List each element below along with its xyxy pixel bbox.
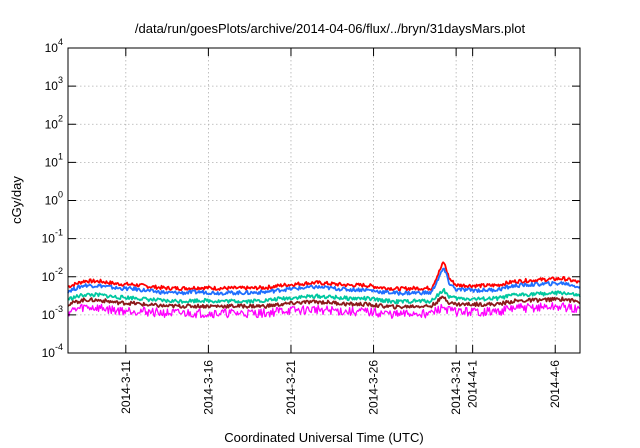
y-tick-label: 101 — [45, 151, 63, 169]
y-tick-label: 103 — [45, 75, 63, 93]
x-tick-label: 2014-3-11 — [119, 360, 133, 414]
y-tick-labels: 10-4 10-3 10-2 10-1 100 101 102 103 104 — [42, 37, 63, 360]
x-tick-label: 2014-3-26 — [367, 360, 381, 415]
y-tick-label: 10-1 — [42, 228, 63, 246]
y-tick-label: 10-2 — [42, 266, 63, 284]
y-tick-label: 10-3 — [42, 304, 63, 322]
x-tick-label: 2014-4-6 — [548, 360, 562, 408]
y-tick-label: 102 — [45, 113, 63, 131]
x-tick-labels: 2014-3-11 2014-3-16 2014-3-21 2014-3-26 2014… — [119, 360, 562, 415]
y-tick-label: 104 — [45, 37, 63, 55]
x-tick-label: 2014-3-21 — [284, 360, 298, 415]
plot-frame — [67, 47, 581, 354]
series-line — [67, 267, 581, 296]
chart-title: /data/run/goesPlots/archive/2014-04-06/f… — [135, 21, 526, 36]
x-tick-label: 2014-4-1 — [466, 360, 480, 408]
x-tick-label: 2014-3-31 — [449, 360, 463, 415]
series-line — [67, 287, 581, 305]
y-tick-label: 10-4 — [42, 342, 63, 360]
series-line — [67, 261, 581, 292]
grid — [68, 48, 580, 353]
series-layer — [67, 261, 581, 319]
y-tick-label: 100 — [45, 190, 63, 208]
y-axis-label: cGy/day — [9, 176, 24, 224]
series-line — [67, 295, 581, 310]
x-axis-label: Coordinated Universal Time (UTC) — [224, 430, 423, 445]
series-line — [67, 302, 581, 319]
x-tick-label: 2014-3-16 — [201, 360, 215, 415]
axes — [67, 47, 581, 354]
